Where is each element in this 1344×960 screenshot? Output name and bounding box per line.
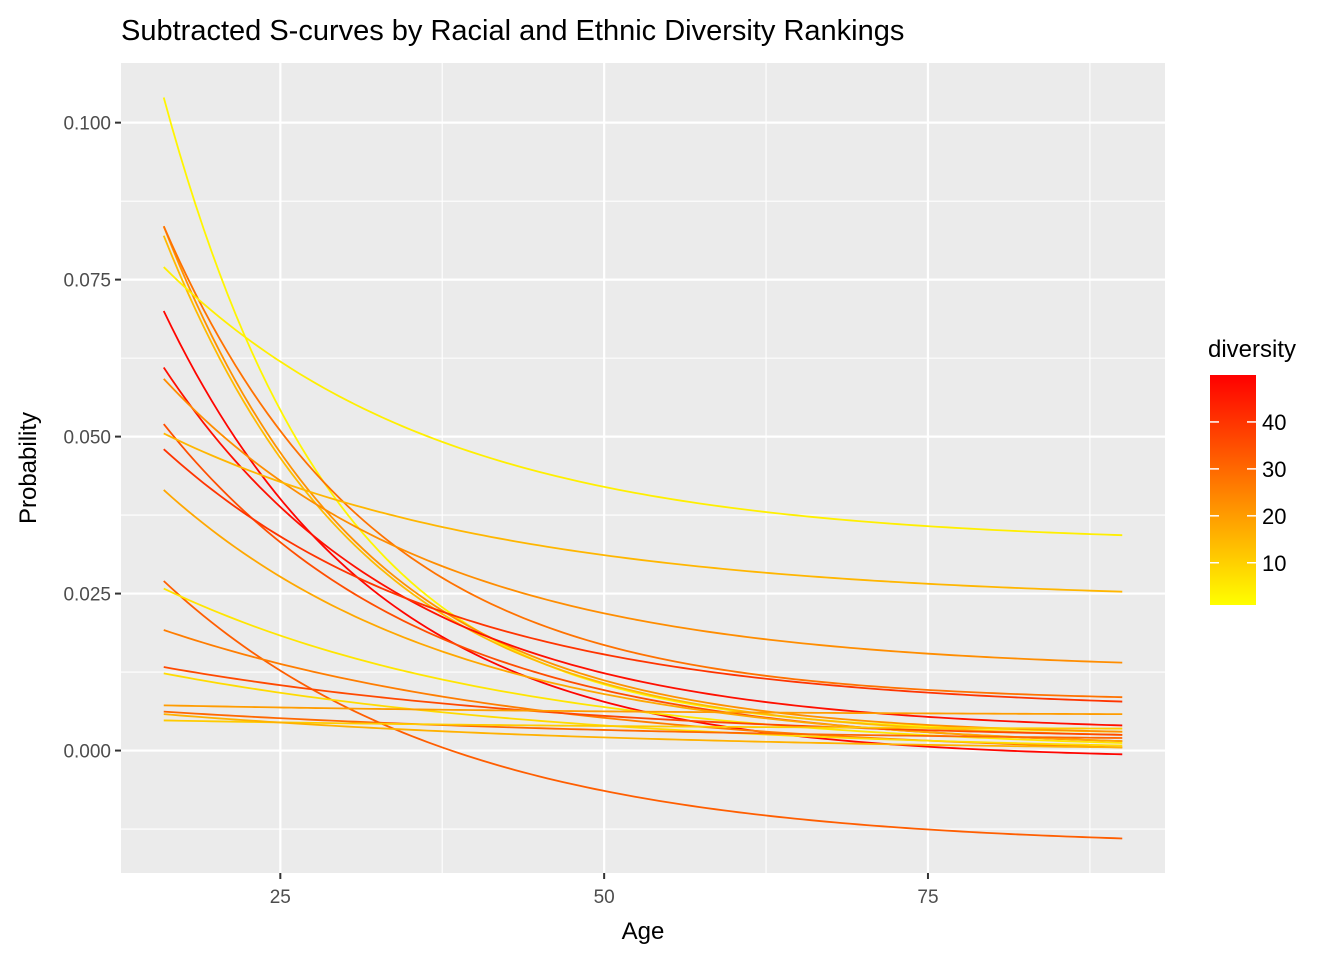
x-tick-label: 75	[917, 887, 938, 908]
series-line	[163, 713, 1123, 749]
series-line	[163, 448, 1123, 703]
x-axis: 25 50 75	[270, 873, 939, 908]
y-tick-label: 0.050	[63, 428, 111, 449]
series-line	[163, 719, 1123, 730]
y-axis: 0.000 0.025 0.050 0.075 0.100	[63, 114, 121, 763]
grid-major	[121, 63, 1165, 873]
legend: diversity 10 20 30 40	[1208, 336, 1296, 605]
legend-colorbar	[1210, 375, 1256, 605]
series-line	[162, 225, 1123, 699]
legend-label: 30	[1262, 457, 1286, 482]
legend-title: diversity	[1208, 336, 1296, 363]
chart-title: Subtracted S-curves by Racial and Ethnic…	[121, 15, 904, 47]
series-layer	[162, 97, 1123, 840]
y-tick-label: 0.100	[63, 114, 111, 135]
series-line	[163, 432, 1123, 593]
legend-label: 40	[1262, 410, 1286, 435]
legend-label: 10	[1262, 551, 1286, 576]
y-axis-title: Probability	[15, 412, 42, 524]
series-line	[163, 378, 1123, 664]
series-line	[163, 672, 1123, 747]
y-tick-label: 0.025	[63, 585, 111, 606]
series-line	[163, 580, 1123, 840]
x-tick-label: 50	[594, 887, 615, 908]
x-axis-title: Age	[622, 918, 665, 945]
series-line	[162, 235, 1123, 736]
series-line	[163, 266, 1123, 537]
y-tick-label: 0.000	[63, 742, 111, 763]
y-tick-label: 0.075	[63, 271, 111, 292]
series-line	[162, 367, 1123, 727]
series-line	[163, 666, 1123, 736]
series-line	[163, 704, 1123, 716]
legend-label: 20	[1262, 504, 1286, 529]
legend-ticks: 10 20 30 40	[1210, 410, 1286, 576]
series-line	[163, 489, 1123, 743]
series-line	[163, 710, 1123, 739]
x-tick-label: 25	[270, 887, 291, 908]
